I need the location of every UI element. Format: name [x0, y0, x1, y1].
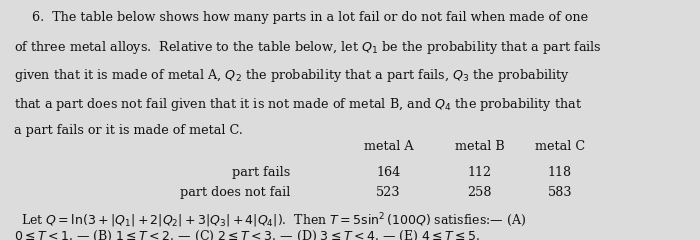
Text: Let $Q = \ln(3 + |Q_1| + 2|Q_2| + 3|Q_3| + 4|Q_4|)$.  Then $T = 5\sin^2(100Q)$ s: Let $Q = \ln(3 + |Q_1| + 2|Q_2| + 3|Q_3|…	[21, 211, 526, 230]
Text: 6.  The table below shows how many parts in a lot fail or do not fail when made : 6. The table below shows how many parts …	[32, 11, 587, 24]
Text: 523: 523	[377, 186, 401, 199]
Text: metal A: metal A	[364, 140, 413, 153]
Text: 112: 112	[468, 166, 491, 179]
Text: 258: 258	[468, 186, 492, 199]
Text: metal C: metal C	[535, 140, 585, 153]
Text: 118: 118	[548, 166, 572, 179]
Text: 164: 164	[377, 166, 400, 179]
Text: $0 \leq T < 1$. — (B) $1 \leq T < 2$. — (C) $2 \leq T < 3$. — (D) $3 \leq T < 4$: $0 \leq T < 1$. — (B) $1 \leq T < 2$. — …	[14, 228, 480, 240]
Text: part does not fail: part does not fail	[180, 186, 290, 199]
Text: a part fails or it is made of metal C.: a part fails or it is made of metal C.	[14, 124, 243, 137]
Text: that a part does not fail given that it is not made of metal B, and $Q_4$ the pr: that a part does not fail given that it …	[14, 96, 582, 113]
Text: 583: 583	[547, 186, 573, 199]
Text: metal B: metal B	[455, 140, 504, 153]
Text: given that it is made of metal A, $Q_2$ the probability that a part fails, $Q_3$: given that it is made of metal A, $Q_2$ …	[14, 67, 570, 84]
Text: part fails: part fails	[232, 166, 290, 179]
Text: of three metal alloys.  Relative to the table below, let $Q_1$ be the probabilit: of three metal alloys. Relative to the t…	[14, 39, 602, 56]
